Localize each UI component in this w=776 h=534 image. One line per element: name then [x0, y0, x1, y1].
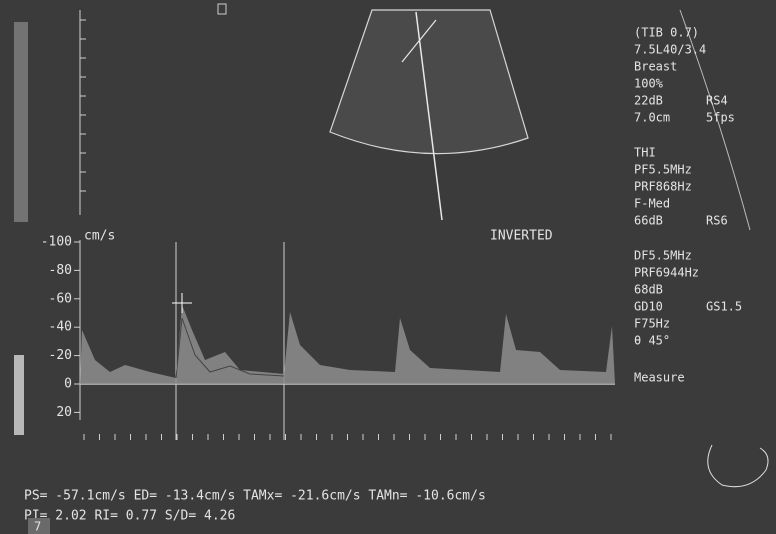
axis-unit: cm/s: [84, 229, 115, 244]
tick-label: -100: [41, 235, 72, 250]
measurement-line: PS= -57.1cm/s ED= -13.4cm/s TAMx= -21.6c…: [24, 489, 486, 504]
setting-text: θ 45°: [634, 334, 670, 348]
measurement-line: PI= 2.02 RI= 0.77 S/D= 4.26: [24, 509, 235, 524]
tick-label: 20: [56, 405, 72, 420]
setting-text: 5fps: [706, 111, 735, 125]
setting-text: PRF6944Hz: [634, 266, 699, 280]
setting-text: GS1.5: [706, 300, 742, 314]
setting-text: 22dB: [634, 94, 663, 108]
setting-text: Measure: [634, 371, 685, 385]
setting-text: DF5.5MHz: [634, 249, 692, 263]
mode-label: INVERTED: [490, 229, 553, 244]
setting-text: RS6: [706, 214, 728, 228]
setting-text: Breast: [634, 60, 677, 74]
setting-text: 100%: [634, 77, 664, 91]
tick-label: -20: [49, 348, 72, 363]
page-marker: 7: [34, 520, 41, 534]
setting-text: 66dB: [634, 214, 663, 228]
setting-text: PF5.5MHz: [634, 163, 692, 177]
color-bar: [14, 355, 24, 435]
setting-text: 68dB: [634, 283, 663, 297]
setting-text: GD10: [634, 300, 663, 314]
setting-text: 7.0cm: [634, 111, 670, 125]
tick-label: -60: [49, 291, 72, 306]
setting-text: F75Hz: [634, 317, 670, 331]
setting-text: 7.5L40/3.4: [634, 43, 706, 57]
gray-scale-bar: [14, 22, 28, 222]
setting-text: THI: [634, 146, 656, 160]
setting-text: RS4: [706, 94, 728, 108]
tick-label: 0: [64, 377, 72, 392]
setting-text: PRF868Hz: [634, 180, 692, 194]
setting-text: (TIB 0.7): [634, 26, 699, 40]
ultrasound-screen: cm/s INVERTED PS= -57.1cm/s ED= -13.4cm/…: [0, 0, 776, 534]
setting-text: F-Med: [634, 197, 670, 211]
tick-label: -40: [49, 320, 72, 335]
tick-label: -80: [49, 263, 72, 278]
